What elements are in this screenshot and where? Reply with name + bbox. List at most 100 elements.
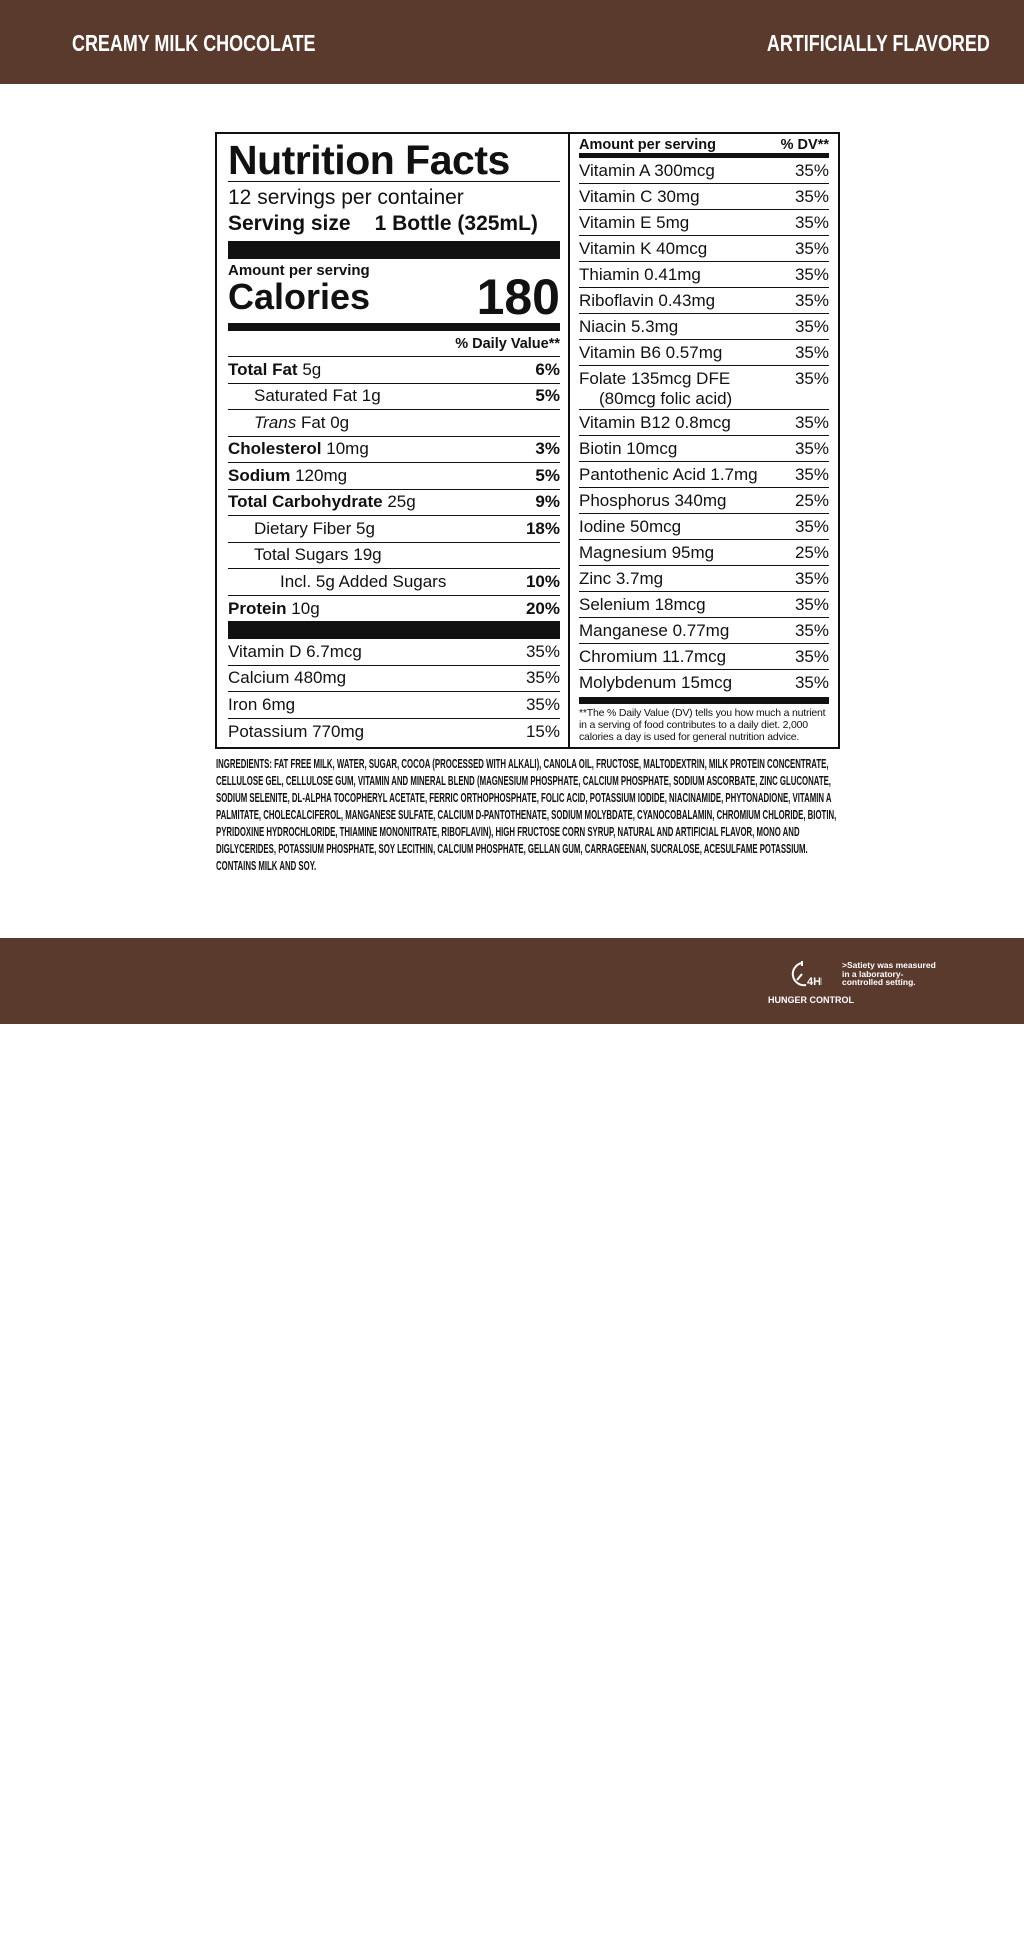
vitamins-header: Amount per serving % DV** [579,134,829,158]
serving-size-value: 1 Bottle (325mL) [374,212,538,235]
product-type: MEAL REPLACEMENT SHAKE [393,1903,653,1929]
vitamin-row: Vitamin C 30mg 35% [579,184,829,210]
vitamin-name: Selenium 18mcg [579,595,706,614]
nutrient-row: Trans Fat 0g [228,410,560,437]
nutrient-name: Saturated Fat 1g [254,386,381,406]
mineral-dv: 35% [525,694,560,714]
vitamin-row: Vitamin K 40mcg 35% [579,236,829,262]
nutrient-dv: 6% [535,359,560,379]
nutrient-dv: 10% [525,571,560,591]
nutrient-row: Incl. 5g Added Sugars 10% [228,569,560,596]
calories-value: 180 [476,269,560,325]
vitamin-row: Riboflavin 0.43mg 35% [579,288,829,314]
nutrient-name: Total Sugars 19g [254,545,382,565]
nutrient-row: Dietary Fiber 5g 18% [228,516,560,543]
vitamin-dv: 35% [794,187,829,206]
flavor-type-label: ARTIFICIALLY FLAVORED [767,30,990,56]
nutrient-row: Saturated Fat 1g 5% [228,384,560,410]
daily-value-header: % Daily Value** [228,331,560,357]
amount-per-serving: Amount per serving [228,262,370,279]
mineral-row: Iron 6mg 35% [228,692,560,719]
vitamin-name: Molybdenum 15mcg [579,673,733,692]
vitamin-name: Vitamin C 30mg [579,187,700,206]
servings-per-container: 12 servings per container [228,186,464,209]
vitamin-name: Riboflavin 0.43mg [579,291,716,310]
vitamin-list: Vitamin A 300mcg 35% Vitamin C 30mg 35% Vita… [579,158,829,696]
mineral-name: Vitamin D 6.7mcg [228,641,362,661]
serving-size: Serving size 1 Bottle (325mL) [228,211,560,237]
vitamin-name: Phosphorus 340mg [579,491,727,510]
mineral-name: Potassium 770mg [228,721,365,741]
nutrient-list: Total Fat 5g 6% Saturated Fat 1g 5% Trans Fa… [228,357,560,622]
vitamin-name: Vitamin B12 0.8mcg [579,413,731,432]
nutrient-row: Cholesterol 10mg 3% [228,437,560,463]
flavor-label: CREAMY MILK CHOCOLATE [72,30,316,56]
vitamin-name: Vitamin B6 0.57mg [579,343,723,362]
vitamin-dv: 35% [794,291,829,310]
nutrient-dv: 18% [525,518,560,538]
vitamin-name: Vitamin A 300mcg [579,161,715,180]
vitamin-row: Phosphorus 340mg 25% [579,488,829,514]
ingredients-line: CELLULOSE GEL, CELLULOSE GUM, VITAMIN AN… [216,774,831,788]
vitamin-row: Magnesium 95mg 25% [579,540,829,566]
vitamin-dv: 35% [794,239,829,258]
calories-label: Calories [228,276,371,317]
ingredients-line: PALMITATE, CHOLECALCIFEROL, MANGANESE SU… [216,808,837,822]
ingredients-line: CONTAINS MILK AND SOY. [216,859,317,873]
vitamin-name: Pantothenic Acid 1.7mg [579,465,758,484]
nutrient-name: Total Carbohydrate 25g [228,492,416,512]
vitamin-name: Magnesium 95mg [579,543,715,562]
mineral-name: Iron 6mg [228,694,296,714]
vitamin-dv: 35% [794,413,829,432]
vitamin-name: Vitamin E 5mg [579,213,690,232]
vitamin-dv: 35% [794,595,829,614]
mineral-dv: 15% [525,721,560,741]
nutrient-name: Protein 10g [228,598,320,618]
ingredients-line: SODIUM SELENITE, DL-ALPHA TOCOPHERYL ACE… [216,791,832,805]
vitamin-dv: 35% [794,621,829,640]
vitamin-name: Vitamin K 40mcg [579,239,708,258]
vitamin-row: Selenium 18mcg 35% [579,592,829,618]
nutrient-row: Total Carbohydrate 25g 9% [228,490,560,516]
vitamin-dv: 35% [794,517,829,536]
nutrient-dv: 5% [535,465,560,485]
vitamin-row: Folate 135mcg DFE (80mcg folic acid) 35% [579,366,829,410]
vitamin-row: Vitamin B6 0.57mg 35% [579,340,829,366]
nutrient-name: Cholesterol 10mg [228,439,369,459]
ingredients-line: DIGLYCERIDES, POTASSIUM PHOSPHATE, SOY L… [216,842,808,856]
satiety-note: >Satiety was measured in a laboratory-co… [842,960,936,987]
vitamin-row: Niacin 5.3mg 35% [579,314,829,340]
mineral-list: Vitamin D 6.7mcg 35% Calcium 480mg 35% Iron … [228,639,560,745]
divider-thick [228,621,560,639]
ingredients-text: INGREDIENTS: FAT FREE MILK, WATER, SUGAR… [216,756,1024,875]
product-variant: ORIGINAL [152,1903,240,1929]
vitamin-dv: 35% [794,647,829,666]
vitamin-row: Vitamin E 5mg 35% [579,210,829,236]
vitamin-dv: 35% [794,569,829,588]
mineral-row: Calcium 480mg 35% [228,666,560,692]
divider [314,1886,316,1948]
nutrient-dv: 9% [535,492,560,512]
vitamin-row: Chromium 11.7mcg 35% [579,644,829,670]
vitamin-row: Zinc 3.7mg 35% [579,566,829,592]
vitamin-row: Manganese 0.77mg 35% [579,618,829,644]
vitamins-header-left: Amount per serving [579,137,716,153]
nutrient-dv: 20% [525,598,560,618]
vitamin-dv: 25% [794,491,829,510]
vitamin-name: Niacin 5.3mg [579,317,679,336]
mineral-name: Calcium 480mg [228,668,347,688]
nutrition-facts-title: Nutrition Facts [228,134,560,183]
vitamin-row: Molybdenum 15mcg 35% [579,670,829,696]
vitamin-row: Vitamin A 300mcg 35% [579,158,829,184]
badge-label: HUNGER CONTROL [768,995,854,1005]
nutrient-name: Total Fat 5g [228,359,322,379]
divider-medium [579,697,829,704]
vitamin-dv: 35% [794,161,829,180]
vitamin-name: Biotin 10mcg [579,439,678,458]
serving-size-label: Serving size [228,212,351,235]
vitamin-dv: 35% [794,343,829,362]
vitamin-dv: 35% [794,439,829,458]
vitamin-row: Pantothenic Acid 1.7mg 35% [579,462,829,488]
vitamin-name: Thiamin 0.41mg [579,265,701,284]
vitamin-name: Manganese 0.77mg [579,621,730,640]
